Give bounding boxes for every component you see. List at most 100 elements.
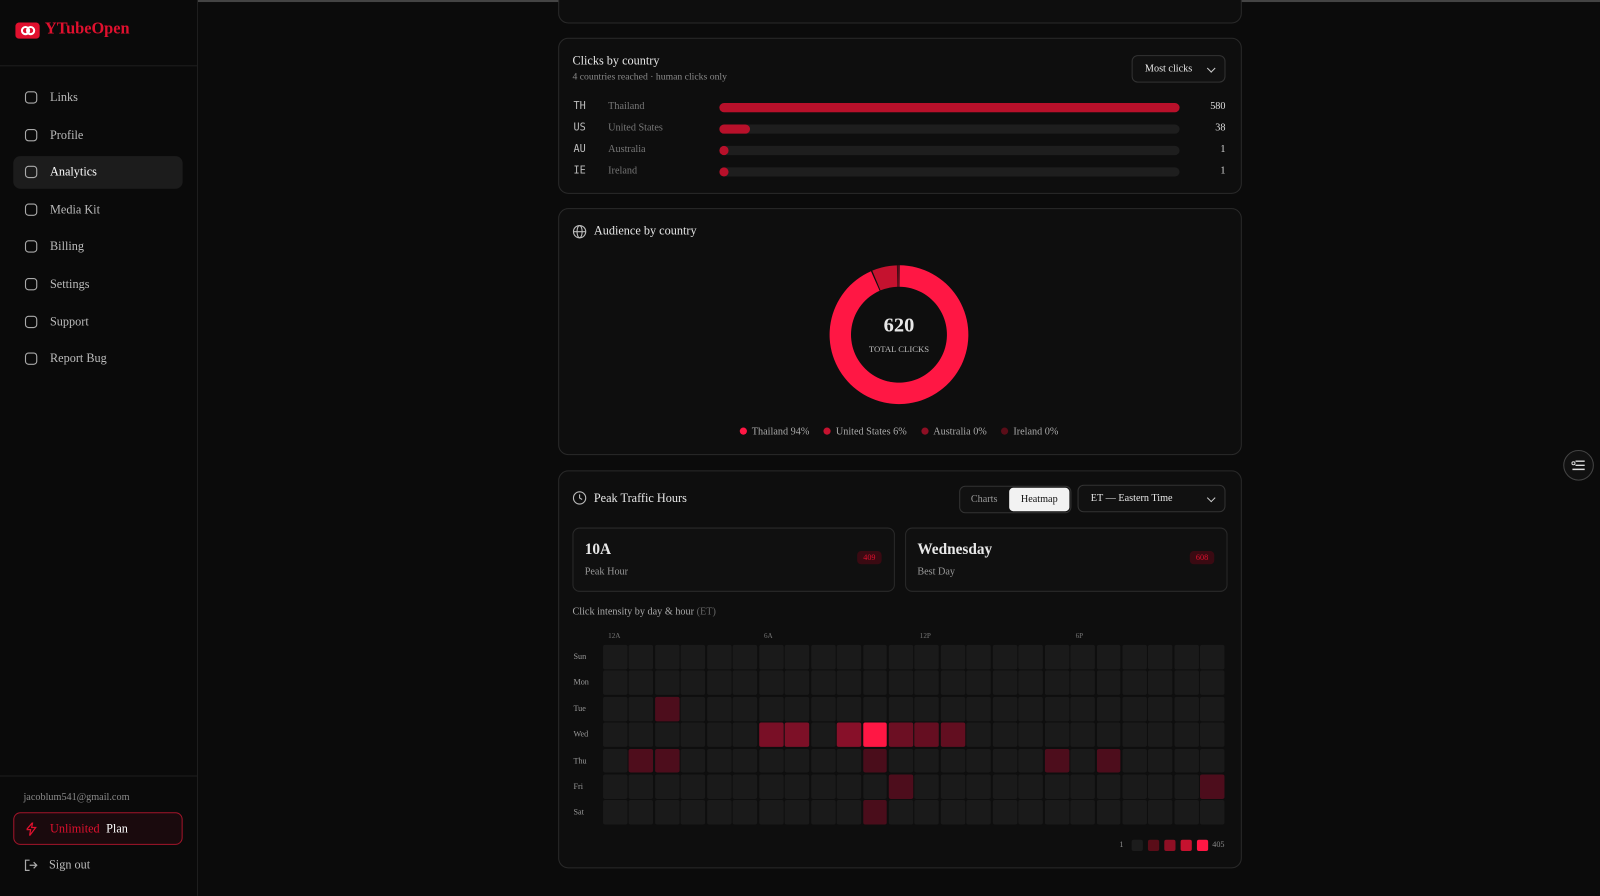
- nav-item[interactable]: Profile: [49, 127, 84, 142]
- country-code: AU: [573, 143, 586, 156]
- stat-badge: 608: [1189, 551, 1215, 565]
- icon-shape: [24, 240, 38, 253]
- heat-cell: [862, 670, 888, 696]
- heat-cell: [888, 774, 914, 799]
- heat-cell: [706, 670, 732, 696]
- nav-icon: [24, 352, 38, 366]
- legend-item: Australia 0%: [920, 426, 987, 438]
- legend-label: United States 6%: [835, 426, 907, 438]
- country-name: Thailand: [608, 101, 645, 113]
- country-code: TH: [573, 101, 586, 113]
- heat-cell: [706, 748, 732, 773]
- legend-dot: [1001, 427, 1009, 435]
- heat-cell: [784, 748, 810, 773]
- heat-cell: [706, 774, 732, 799]
- timezone-select[interactable]: ET — Eastern Time: [1077, 484, 1226, 513]
- menu-icon: [1571, 460, 1585, 471]
- nav-item[interactable]: Report Bug: [49, 351, 107, 366]
- heat-cell: [603, 774, 628, 799]
- heat-cell: [966, 774, 992, 799]
- plan-button[interactable]: Unlimited Plan: [13, 812, 183, 845]
- day-label: Mon: [573, 677, 589, 688]
- hour-label: 6P: [1075, 631, 1084, 640]
- nav-item[interactable]: Billing: [49, 239, 85, 254]
- nav-item[interactable]: Links: [49, 89, 78, 105]
- stat-value: 10A: [584, 541, 612, 559]
- heat-cell: [992, 748, 1018, 773]
- sign-out[interactable]: Sign out: [48, 857, 91, 872]
- legend-dot: [823, 427, 831, 435]
- donut-segment: [829, 265, 969, 405]
- swatch: [1180, 839, 1192, 852]
- heat-cell: [992, 774, 1018, 799]
- heat-cell: [1070, 774, 1095, 799]
- sort-select[interactable]: Most clicks: [1131, 55, 1226, 83]
- heat-cell: [603, 748, 628, 773]
- heat-cell: [1122, 644, 1147, 670]
- heat-cell: [966, 800, 992, 825]
- heat-cell: [1070, 670, 1095, 696]
- heat-cell: [1122, 696, 1147, 722]
- bar-track: [719, 124, 1180, 134]
- heat-cell: [654, 644, 680, 670]
- floating-button[interactable]: [1563, 449, 1594, 481]
- heat-cell: [758, 800, 784, 825]
- nav-item[interactable]: Analytics: [49, 164, 97, 179]
- heat-cell: [1096, 696, 1121, 722]
- heat-cell: [629, 722, 654, 748]
- legend-label: Australia 0%: [933, 426, 987, 438]
- donut-segment: [872, 265, 898, 291]
- nav-icon: [24, 165, 38, 179]
- heat-cell: [914, 696, 940, 722]
- card-title: Audience by country: [593, 223, 697, 238]
- tab-active[interactable]: Heatmap: [1009, 487, 1070, 512]
- day-label: Thu: [573, 755, 587, 765]
- tab[interactable]: Charts: [970, 493, 998, 506]
- bar-track: [719, 167, 1180, 177]
- heat-cell: [758, 644, 784, 670]
- legend-max: 405: [1212, 839, 1225, 849]
- heat-cell: [810, 696, 836, 722]
- nav-item[interactable]: Settings: [49, 276, 90, 291]
- heat-cell: [1174, 696, 1199, 722]
- icon-shape: [24, 315, 38, 328]
- email: jacoblum541@gmail.com: [23, 791, 130, 804]
- country-value: 1: [1220, 165, 1226, 177]
- heat-cell: [706, 696, 732, 722]
- heat-cell: [1148, 696, 1173, 722]
- heat-cell: [1096, 800, 1121, 825]
- icon-shape: [24, 352, 38, 366]
- heat-cell: [888, 644, 914, 670]
- heat-cell: [810, 722, 836, 748]
- nav-item[interactable]: Support: [49, 313, 89, 329]
- heat-cell: [680, 696, 706, 722]
- day-label: Fri: [573, 781, 583, 791]
- active-nav-bg: [13, 156, 183, 189]
- swatch: [1147, 839, 1160, 852]
- heat-cell: [1174, 670, 1199, 696]
- clock-icon: [572, 491, 587, 505]
- country-value: 580: [1210, 101, 1226, 113]
- nav-item[interactable]: Media Kit: [49, 201, 100, 217]
- donut-chart: [829, 265, 969, 405]
- nav-icon: [24, 91, 38, 104]
- heat-cell: [654, 722, 680, 748]
- day-label: Wed: [573, 729, 589, 739]
- legend-min: 1: [1119, 839, 1124, 849]
- heat-cell: [784, 696, 810, 722]
- day-label: Tue: [573, 703, 586, 714]
- heat-cell: [1122, 774, 1147, 799]
- total-label: TOTAL CLICKS: [868, 343, 930, 355]
- heat-cell: [940, 696, 966, 722]
- legend-dot: [739, 427, 747, 435]
- heat-cell: [1148, 670, 1173, 696]
- heat-cell: [966, 644, 992, 670]
- heat-cell: [1122, 670, 1147, 696]
- heat-cell: [836, 670, 862, 696]
- caption: Click intensity by day & hour: [572, 606, 695, 618]
- brand[interactable]: YTubeOpen: [44, 20, 130, 38]
- heat-cell: [1096, 722, 1121, 748]
- heat-cell: [940, 774, 966, 799]
- globe-icon: [572, 224, 587, 239]
- heat-cell: [1148, 800, 1173, 825]
